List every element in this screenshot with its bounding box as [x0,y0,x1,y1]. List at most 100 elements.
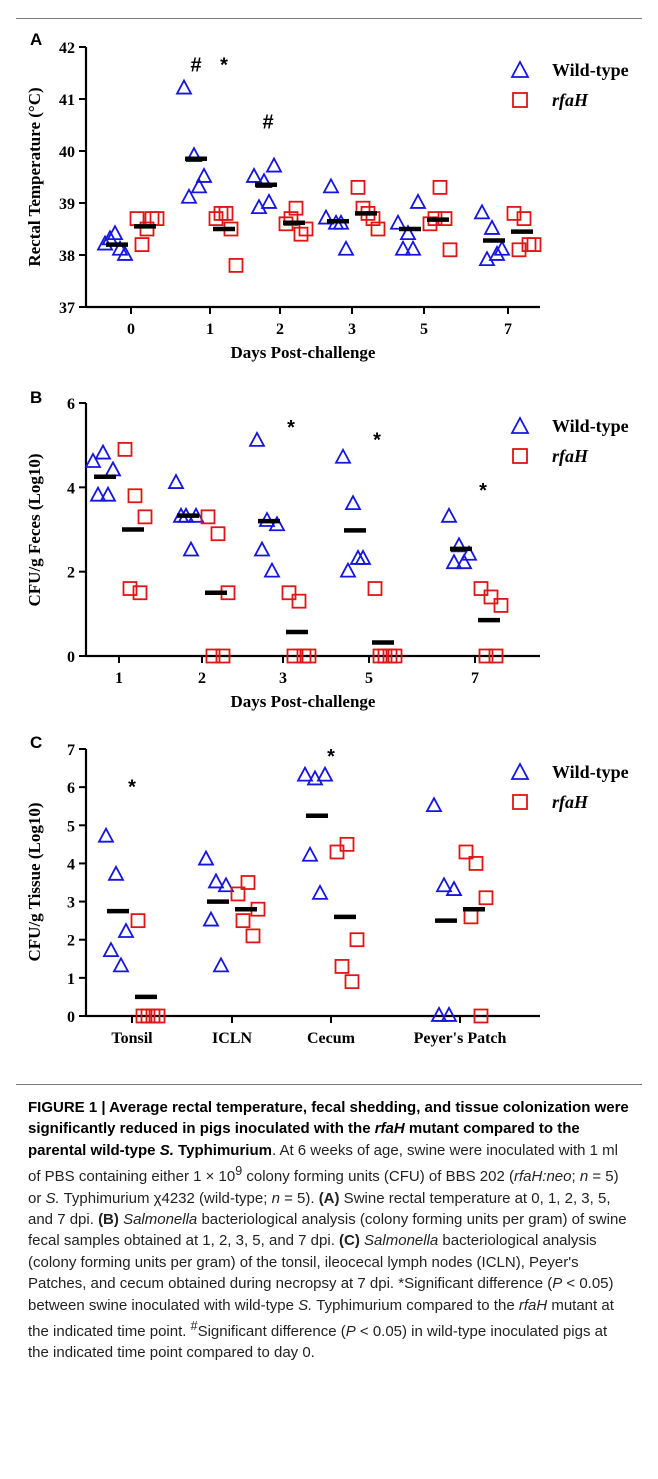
data-point-rfah [288,200,304,216]
x-tick-label: 7 [504,321,512,338]
legend-square-icon [512,794,528,810]
data-point-wild-type [445,553,463,570]
data-point-rfah [473,581,489,596]
data-point-rfah [458,844,474,860]
data-point-rfah [506,205,522,221]
data-point-wild-type [255,172,273,189]
y-tick-label: 6 [67,780,75,797]
figure-caption: FIGURE 1 | Average rectal temperature, f… [28,1099,629,1362]
data-point-rfah [334,959,350,974]
data-point-rfah [215,648,231,664]
data-point-wild-type [116,245,134,261]
data-point-rfah [511,242,527,258]
legend: Wild-type rfaH [510,416,629,466]
significance-mark: * [220,54,228,76]
data-point-rfah [432,179,448,195]
data-point-rfah [350,179,366,195]
data-point-rfah [281,585,297,601]
data-point-wild-type [460,544,478,561]
data-point-rfah [344,974,360,990]
data-point-wild-type [440,506,458,523]
data-point-rfah [463,909,479,925]
series-wild-type [97,765,463,1022]
significance-mark: * [128,777,136,799]
data-point-rfah [349,932,365,948]
y-tick-label: 6 [67,396,75,413]
significance-mark: * [327,746,335,768]
data-point-wild-type [344,494,362,511]
data-point-rfah [488,648,504,664]
x-tick-label: 1 [206,321,214,338]
data-point-wild-type [430,1006,448,1022]
data-point-wild-type [102,941,120,957]
data-point-rfah [296,648,312,664]
data-point-wild-type [248,430,266,447]
data-point-rfah [382,648,398,664]
data-point-rfah [339,836,355,852]
data-point-wild-type [112,956,130,973]
y-tick-label: 7 [67,742,75,759]
legend-label-wild-type: Wild-type [552,60,629,80]
data-point-wild-type [89,485,107,502]
data-point-wild-type [435,876,453,893]
y-tick-label: 2 [67,933,75,950]
significance-mark: # [190,54,201,76]
data-point-wild-type [263,561,281,578]
y-axis-title: CFU/g Feces (Log10) [25,454,44,607]
data-point-wild-type [450,536,468,553]
x-tick-label: Peyer's Patch [414,1030,507,1047]
data-point-wild-type [455,553,473,570]
data-point-wild-type [488,245,506,261]
data-point-wild-type [317,208,335,225]
data-point-wild-type [217,876,235,893]
data-point-rfah [205,648,221,664]
data-point-rfah [468,856,484,871]
x-axis-title: Days Post-challenge [231,692,376,711]
data-point-wild-type [296,765,314,782]
data-point-rfah [122,581,138,596]
data-point-rfah [478,648,494,664]
data-point-rfah [134,237,150,253]
data-point-rfah [367,581,383,596]
caption-rule [16,1084,642,1085]
y-axis-title: CFU/g Tissue (Log10) [25,802,44,961]
data-point-rfah [230,886,246,902]
data-point-rfah [132,585,148,601]
data-point-rfah [117,441,133,457]
data-point-wild-type [404,239,422,256]
x-tick-label: 1 [115,670,123,687]
x-tick-label: 3 [279,670,287,687]
y-tick-label: 4 [67,480,75,497]
data-point-wild-type [339,561,357,578]
series-rfah [130,836,494,1024]
data-point-rfah [240,875,256,890]
panel-letter: B [30,388,42,407]
y-tick-label: 37 [59,300,75,317]
data-point-rfah [200,509,216,525]
data-point-wild-type [260,193,278,209]
data-point-wild-type [253,540,271,557]
data-point-wild-type [94,443,112,460]
data-point-wild-type [301,845,319,862]
data-point-rfah [137,509,153,525]
legend: Wild-type rfaH [510,60,629,110]
panel-A: A 37 38 39 40 41 42 0 1 2 3 5 7 Days Post-challenge Re… [25,30,629,362]
data-point-wild-type [440,1006,458,1022]
data-point-rfah [210,526,226,542]
data-point-rfah [370,221,386,237]
x-tick-label: 3 [348,321,356,338]
legend-label-wild-type: Wild-type [552,762,629,782]
x-tick-label: 7 [471,670,479,687]
y-tick-label: 2 [67,565,75,582]
data-point-rfah [516,211,532,227]
y-tick-label: 1 [67,971,75,988]
y-tick-label: 42 [59,40,75,57]
x-tick-label: 0 [127,321,135,338]
y-tick-label: 0 [67,649,75,666]
data-point-wild-type [207,872,225,889]
caption-heading: FIGURE 1 | Average rectal temperature, f… [28,1099,629,1159]
data-point-rfah [291,593,307,609]
y-tick-label: 40 [59,144,75,161]
data-point-wild-type [202,910,220,927]
legend-square-icon [512,448,528,464]
